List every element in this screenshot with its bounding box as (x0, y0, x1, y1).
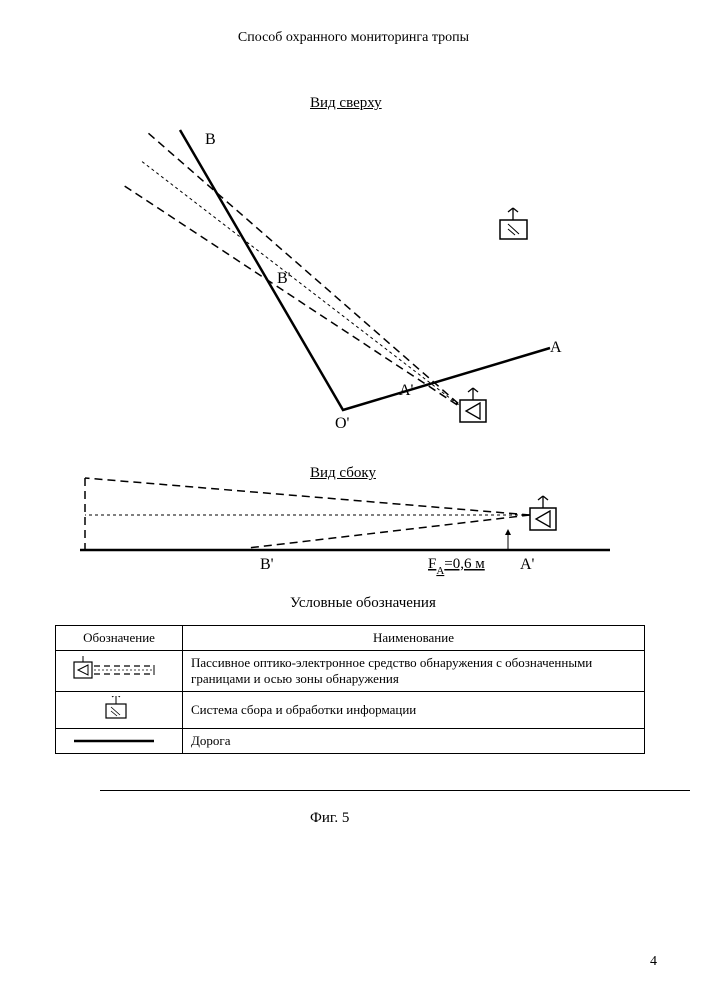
legend-name-collector: Система сбора и обработки информации (183, 692, 645, 729)
side-point-label-Bprime: B' (260, 556, 274, 573)
fa-label: FA=0,6 м (428, 556, 485, 577)
header-symbol: Обозначение (56, 626, 183, 651)
point-label-Aprime: A' (399, 382, 414, 399)
top-view-label: Вид сверху (310, 95, 382, 112)
cone-axis (140, 160, 468, 412)
table-header-row: Обозначение Наименование (56, 626, 645, 651)
page-number: 4 (650, 954, 657, 970)
point-label-A: A (550, 339, 562, 356)
side-cone-upper (85, 478, 530, 515)
detector-icon (460, 388, 486, 422)
table-row: Система сбора и обработки информации (56, 692, 645, 729)
point-label-B: B (205, 131, 216, 148)
detector-icon-side (530, 496, 556, 530)
legend-symbol-road (56, 729, 183, 754)
legend-table: Обозначение Наименование (55, 625, 645, 754)
table-row: Пассивное оптико-электронное средство об… (56, 651, 645, 692)
diagrams-svg: B B' O' A' A B' (50, 90, 650, 590)
side-point-label-Aprime: A' (520, 556, 535, 573)
collector-icon (500, 208, 527, 239)
cone-boundary-lower (123, 185, 468, 412)
point-label-Bprime: B' (277, 270, 291, 287)
legend-name-detector: Пассивное оптико-электронное средство об… (183, 651, 645, 692)
figure-caption: Фиг. 5 (310, 810, 349, 827)
separator-line (100, 790, 690, 791)
legend-symbol-detector (56, 651, 183, 692)
page-title: Способ охранного мониторинга тропы (204, 30, 504, 46)
side-view-label: Вид сбоку (310, 465, 376, 482)
diagram-container: Вид сверху B B' (50, 90, 650, 590)
legend-symbol-collector (56, 692, 183, 729)
legend-name-road: Дорога (183, 729, 645, 754)
road-line (180, 130, 550, 410)
legend-title: Условные обозначения (290, 595, 436, 612)
header-name: Наименование (183, 626, 645, 651)
cone-boundary-upper (147, 132, 468, 412)
point-label-Oprime: O' (335, 415, 350, 432)
table-row: Дорога (56, 729, 645, 754)
side-cone-lower (248, 515, 530, 548)
